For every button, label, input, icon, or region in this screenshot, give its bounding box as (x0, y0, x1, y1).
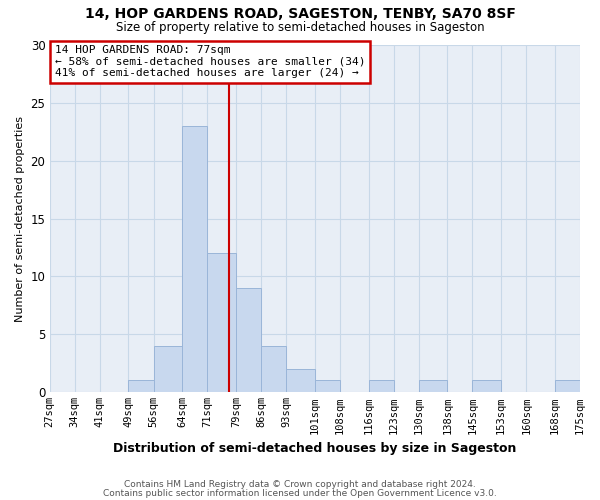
Bar (286, 369, 315, 392)
Bar (472, 380, 501, 392)
Text: Size of property relative to semi-detached houses in Sageston: Size of property relative to semi-detach… (116, 21, 484, 34)
Bar (315, 380, 340, 392)
Bar (368, 380, 394, 392)
Bar (236, 288, 261, 392)
Bar (207, 253, 236, 392)
Text: 14 HOP GARDENS ROAD: 77sqm
← 58% of semi-detached houses are smaller (34)
41% of: 14 HOP GARDENS ROAD: 77sqm ← 58% of semi… (55, 45, 365, 78)
Bar (154, 346, 182, 392)
Text: Contains HM Land Registry data © Crown copyright and database right 2024.: Contains HM Land Registry data © Crown c… (124, 480, 476, 489)
X-axis label: Distribution of semi-detached houses by size in Sageston: Distribution of semi-detached houses by … (113, 442, 517, 455)
Y-axis label: Number of semi-detached properties: Number of semi-detached properties (15, 116, 25, 322)
Bar (419, 380, 448, 392)
Text: 14, HOP GARDENS ROAD, SAGESTON, TENBY, SA70 8SF: 14, HOP GARDENS ROAD, SAGESTON, TENBY, S… (85, 8, 515, 22)
Text: Contains public sector information licensed under the Open Government Licence v3: Contains public sector information licen… (103, 489, 497, 498)
Bar (261, 346, 286, 392)
Bar (182, 126, 207, 392)
Bar (128, 380, 154, 392)
Bar (555, 380, 580, 392)
